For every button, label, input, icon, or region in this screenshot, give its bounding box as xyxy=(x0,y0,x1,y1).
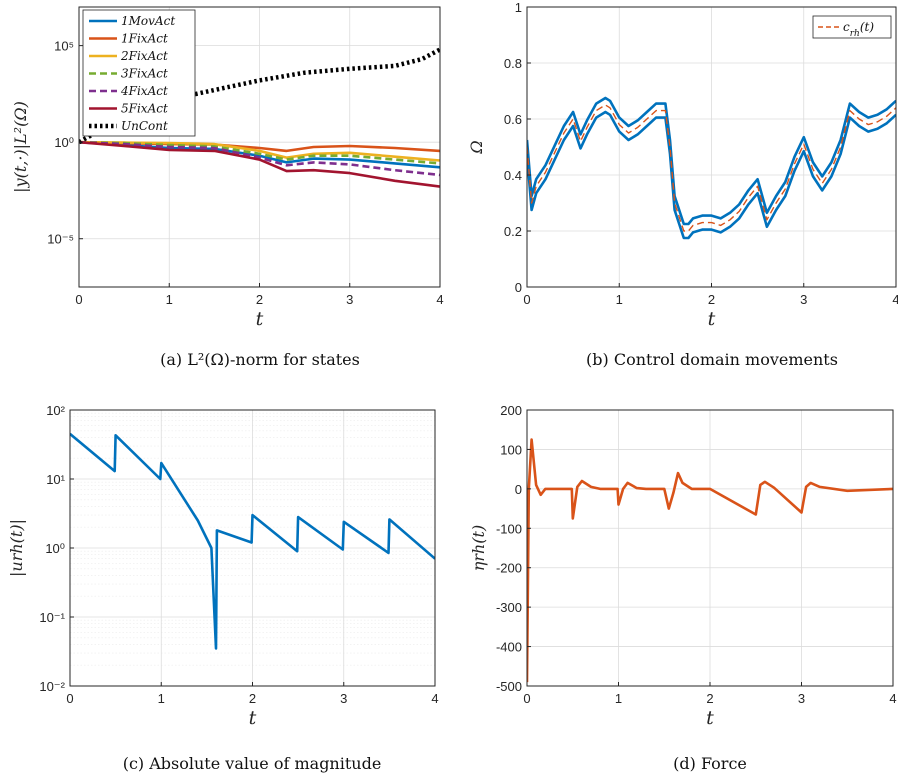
x-tick-label: 1 xyxy=(616,292,623,307)
domain-boundary-lower xyxy=(527,110,896,240)
y-tick-label: 10⁻⁵ xyxy=(47,232,74,247)
panel-d-force: 0 1 2 3 4 -500 -400 -300 -200 -100 0 100 200 t ηrh(t) (… xyxy=(469,403,897,773)
plot-area xyxy=(527,96,896,240)
x-tick-label: 4 xyxy=(889,691,896,706)
y-tick-label: 1 xyxy=(515,0,522,15)
x-tick-label: 2 xyxy=(708,292,715,307)
y-tick-label: 0.4 xyxy=(504,168,522,183)
y-axis-label: ηrh(t) xyxy=(469,525,488,571)
series-line-4 xyxy=(79,140,440,177)
x-tick-label: 3 xyxy=(346,292,353,307)
y-tick-label: 0.2 xyxy=(504,224,522,239)
legend-label: 1FixAct xyxy=(121,32,168,46)
legend-label: 5FixAct xyxy=(121,102,168,116)
legend-label: 2FixAct xyxy=(120,49,168,63)
panel-c-magnitude: 0 1 2 3 4 10⁻² 10⁻¹ 10⁰ 10¹ 10² t |urh(t)| (c) Absol… xyxy=(7,403,439,773)
x-axis-label: t xyxy=(708,308,716,330)
panel-a-state-norm: 0 1 2 3 4 10⁻⁵ 10⁰ 10⁵ t |y(t,·)|L²(Ω) (a) L²(Ω)-n… xyxy=(11,6,444,369)
x-axis-label: t xyxy=(706,707,714,729)
x-tick-label: 4 xyxy=(436,292,443,307)
x-tick-label: 0 xyxy=(75,292,82,307)
panel-caption: (b) Control domain movements xyxy=(586,350,838,369)
legend-label-main: c xyxy=(843,20,850,34)
series-line-0 xyxy=(527,104,896,232)
x-tick-label: 1 xyxy=(166,292,173,307)
y-axis-label: Ω xyxy=(467,140,486,154)
y-tick-label: -300 xyxy=(496,600,522,615)
x-tick-label: 2 xyxy=(256,292,263,307)
y-tick-label: 10¹ xyxy=(46,472,65,487)
x-tick-label: 2 xyxy=(249,691,256,706)
plot-area xyxy=(527,438,893,683)
series-line-5 xyxy=(79,140,440,188)
panel-caption: (c) Absolute value of magnitude xyxy=(123,754,382,773)
legend-box xyxy=(812,15,892,39)
legend-label: UnCont xyxy=(121,119,168,133)
y-tick-label: 10² xyxy=(46,403,65,418)
y-tick-label: 10⁰ xyxy=(54,135,74,150)
x-tick-label: 2 xyxy=(706,691,713,706)
x-tick-label: 1 xyxy=(158,691,165,706)
legend-label: 4FixAct xyxy=(120,84,168,98)
series-line-0 xyxy=(70,432,435,650)
y-axis-label: |y(t,·)|L²(Ω) xyxy=(11,101,30,193)
x-axis-label: t xyxy=(256,308,264,330)
y-tick-label: 100 xyxy=(500,442,522,457)
y-tick-label: 10⁻¹ xyxy=(39,610,65,625)
y-tick-label: 10⁻² xyxy=(39,679,65,694)
y-tick-label: 0 xyxy=(515,482,522,497)
legend-label-sub: rh xyxy=(850,29,860,39)
legend-label: 1MovAct xyxy=(121,14,175,28)
x-tick-label: 1 xyxy=(615,691,622,706)
y-tick-label: 10⁰ xyxy=(45,541,65,556)
y-tick-label: 0 xyxy=(515,280,522,295)
y-tick-label: -200 xyxy=(496,561,522,576)
y-tick-label: -500 xyxy=(496,679,522,694)
legend-label: 3FixAct xyxy=(121,67,168,81)
x-tick-label: 3 xyxy=(798,691,805,706)
y-tick-label: -400 xyxy=(496,640,522,655)
y-tick-label: 10⁵ xyxy=(54,39,74,54)
x-tick-label: 3 xyxy=(340,691,347,706)
panel-caption: (a) L²(Ω)-norm for states xyxy=(160,350,360,369)
panel-b-control-domain: 0 1 2 3 4 0 0.2 0.4 0.6 0.8 1 t Ω (b) Control domain … xyxy=(467,0,898,369)
y-tick-label: -100 xyxy=(496,521,522,536)
series-line-3 xyxy=(79,140,440,165)
x-tick-label: 4 xyxy=(892,292,898,307)
x-axis-label: t xyxy=(249,707,257,729)
y-tick-label: 0.6 xyxy=(504,112,522,127)
y-tick-label: 200 xyxy=(500,403,522,418)
legend-label: crh(t) xyxy=(843,20,874,39)
panel-caption: (d) Force xyxy=(673,754,747,773)
y-axis-label: |urh(t)| xyxy=(7,519,26,577)
legend-label-suffix: (t) xyxy=(860,20,875,34)
y-tick-label: 0.8 xyxy=(504,56,522,71)
x-tick-label: 3 xyxy=(800,292,807,307)
x-tick-label: 0 xyxy=(523,292,530,307)
series-line-0 xyxy=(527,438,893,683)
x-tick-label: 0 xyxy=(523,691,530,706)
x-tick-label: 4 xyxy=(431,691,438,706)
domain-boundary-upper xyxy=(527,96,896,226)
x-tick-label: 0 xyxy=(66,691,73,706)
plot-area xyxy=(70,432,435,650)
